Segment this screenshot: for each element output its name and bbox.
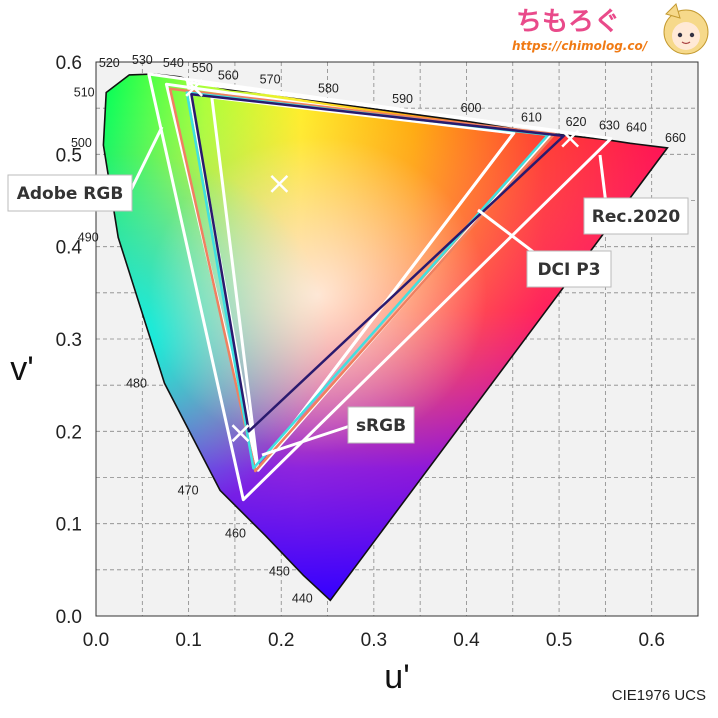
wavelength-label-550: 550 [192,61,213,75]
gamut-triangles [147,72,613,502]
wavelength-label-590: 590 [392,92,413,106]
callout-adobe-rgb: Adobe RGB [7,174,133,212]
white-point-marker [185,78,204,97]
wavelength-label-540: 540 [163,56,184,70]
wavelength-label-510: 510 [74,85,95,99]
y-tick-label: 0.3 [56,330,82,351]
white-point-stroke [561,129,580,148]
x-tick-label: 0.0 [83,630,109,651]
spectral-locus-white [103,74,668,601]
wavelength-label-660: 660 [665,131,686,145]
wavelength-label-520: 520 [99,56,120,70]
wavelength-label-610: 610 [521,110,542,124]
x-tick-label: 0.3 [361,630,387,651]
y-axis-ticks: 0.0 0.1 0.2 0.3 0.4 0.5 0.6 [56,53,83,628]
wavelength-label-460: 460 [225,527,246,541]
gamut-panel-6 [190,93,565,433]
wavelength-label-450: 450 [269,564,290,578]
callout-srgb: sRGB [347,406,415,444]
wavelength-label-600: 600 [461,101,482,115]
y-axis-label: v' [10,350,34,388]
x-tick-label: 0.1 [175,630,201,651]
gamut-panel-4 [168,87,556,473]
wavelength-label-560: 560 [218,69,239,83]
wavelength-label-530: 530 [132,53,153,67]
y-tick-label: 0.4 [56,238,83,259]
white-point-marker [231,424,250,443]
brand-logo: ちもろぐ https://chimolog.co/ [512,3,709,55]
y-tick-label: 0.0 [56,607,82,628]
wavelength-label-480: 480 [126,376,147,390]
white-point-stroke [270,174,289,193]
callout-rec2020: Rec.2020 [583,197,689,235]
wavelength-label-640: 640 [626,120,647,134]
white-point-stroke [231,424,250,443]
y-tick-label: 0.1 [56,515,82,536]
svg-text:DCI P3: DCI P3 [537,260,600,280]
svg-text:ちもろぐ: ちもろぐ [516,7,620,37]
wavelength-label-570: 570 [260,72,281,86]
wavelength-label-500: 500 [71,136,92,150]
white-points [185,78,580,443]
callout-dci-p3: DCI P3 [526,250,612,288]
wavelength-label-470: 470 [178,483,199,497]
x-axis-ticks: 0.0 0.1 0.2 0.3 0.4 0.5 0.6 [83,630,665,651]
y-tick-label: 0.2 [56,422,82,443]
wavelength-label-490: 490 [78,230,99,244]
wavelength-label-620: 620 [566,115,587,129]
svg-text:https://chimolog.co/: https://chimolog.co/ [512,39,649,53]
x-axis-label: u' [384,658,409,696]
mascot-icon [663,3,709,55]
white-point-marker [270,174,289,193]
svg-text:Rec.2020: Rec.2020 [592,207,681,227]
svg-text:Adobe RGB: Adobe RGB [17,184,124,204]
svg-text:sRGB: sRGB [356,416,406,436]
wavelength-label-440: 440 [292,591,313,605]
x-tick-label: 0.6 [638,630,664,651]
callout-leaders [128,126,608,457]
y-tick-label: 0.6 [56,53,82,74]
wavelength-label-580: 580 [318,82,339,96]
plot-frame [95,61,699,617]
x-tick-label: 0.4 [453,630,480,651]
x-tick-label: 0.5 [546,630,572,651]
footer-caption: CIE1976 UCS [612,687,706,704]
wavelength-label-630: 630 [599,119,620,133]
white-point-marker [561,129,580,148]
white-point-stroke [185,78,204,97]
y-tick-label: 0.5 [56,145,82,166]
x-tick-label: 0.2 [268,630,294,651]
